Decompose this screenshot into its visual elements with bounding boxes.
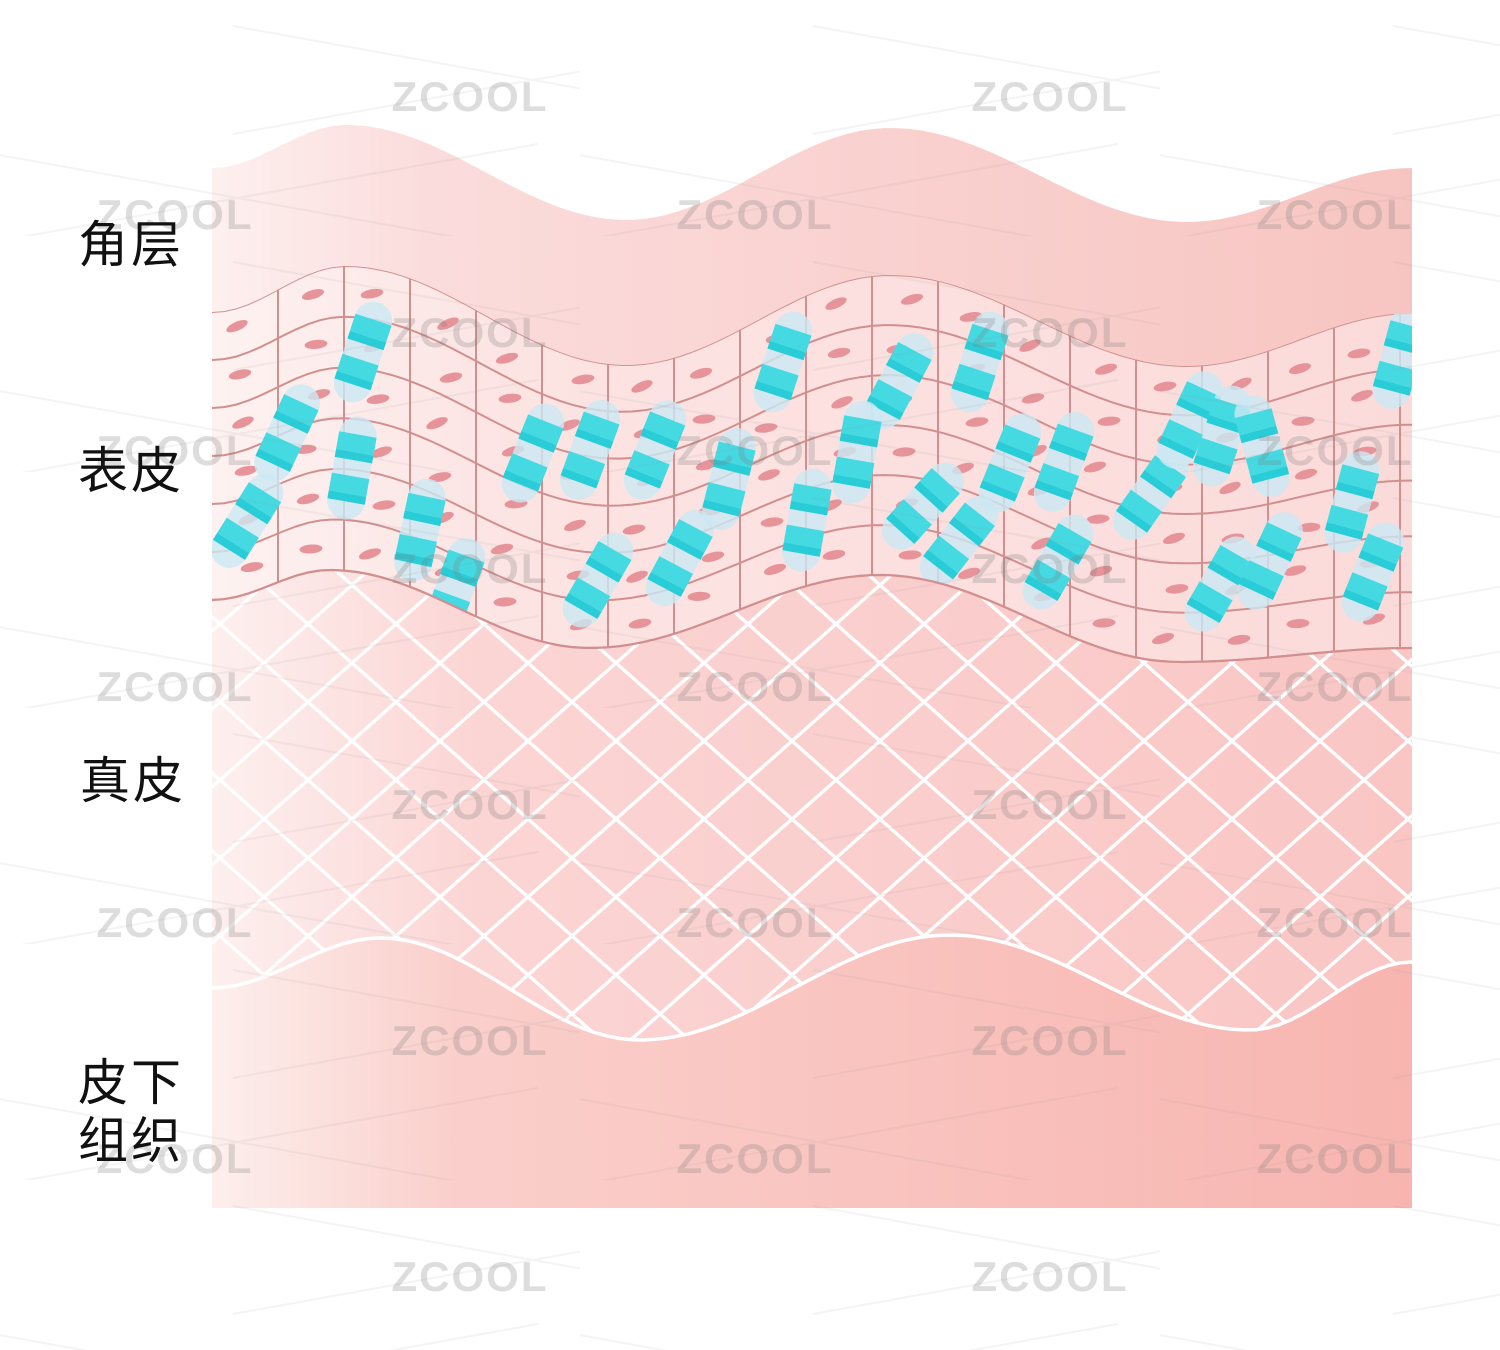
label-subcutaneous-line1: 皮下 [78,1055,184,1111]
label-subcutaneous-line2: 组织 [78,1113,184,1169]
label-epidermis: 表皮 [78,443,184,499]
label-dermis: 真皮 [80,753,186,809]
label-stratum-corneum: 角层 [78,217,184,273]
